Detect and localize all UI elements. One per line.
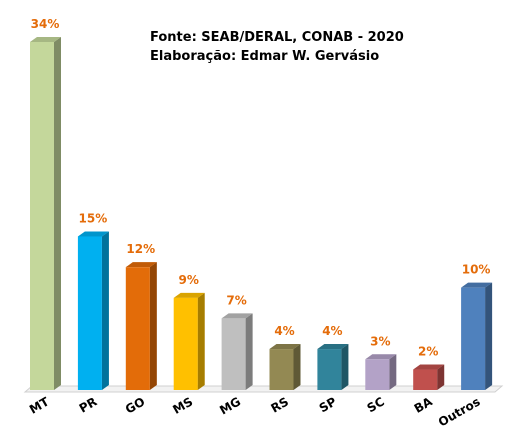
bar [461,287,486,390]
bar-top [461,282,493,288]
bar-top-shade [317,344,349,350]
bar-side [149,262,157,390]
bar-top [173,292,205,298]
bar-side-shade [437,364,445,390]
bar-side-shade [341,344,349,390]
data-label: 7% [226,293,246,307]
x-tick-label: Outros [436,394,483,429]
bar-top-shade [461,282,493,288]
data-label: 4% [274,324,294,338]
bar-side [54,37,61,390]
bar-top [77,231,109,237]
x-tick-label: BA [412,394,436,416]
bar-side-shade [101,231,109,390]
data-label: 12% [126,242,155,256]
bar-top-shade [173,292,205,298]
data-label: 34% [31,17,60,31]
x-tick-label: SP [317,394,339,415]
bar-top-shade [269,344,301,350]
data-label: 2% [418,345,438,359]
bar-top-shade [125,262,157,268]
data-label: 4% [322,324,342,338]
bar-side-shade [293,344,301,390]
bar-side [197,292,205,390]
bar [317,349,342,390]
annotation: Fonte: SEAB/DERAL, CONAB - 2020 [150,30,404,45]
bar-top [30,37,61,42]
x-tick-label: MS [170,394,195,416]
bar-top [413,364,445,370]
x-tick-label: MT [27,394,52,417]
bar-top [221,313,253,319]
bar-top [365,354,397,360]
bar-side [101,231,109,390]
bar-top-shade [365,354,397,360]
data-label: 9% [179,273,199,287]
bar-side [437,364,445,390]
bar [413,369,438,390]
data-label: 15% [79,211,108,225]
bar-side-shade [197,292,205,390]
bar-side-shade [245,313,253,390]
bar-top-shade [221,313,253,319]
bar [30,42,54,390]
data-label: 3% [370,334,390,348]
bar [221,318,246,390]
bar-side [293,344,301,390]
data-label: 10% [462,263,491,277]
bar [77,236,102,390]
bar [125,267,150,390]
x-tick-label: MG [217,394,243,417]
bar-top-shade [30,37,61,42]
bar-side [389,354,397,390]
bar-side-shade [54,37,61,390]
bar-side [485,282,493,390]
bar-top [269,344,301,350]
bar-side-shade [389,354,397,390]
bar-side-shade [485,282,493,390]
bar-side [341,344,349,390]
bar-top-shade [413,364,445,370]
bar [173,297,198,390]
x-tick-label: PR [77,394,100,415]
bar-side [245,313,253,390]
bar [365,359,390,390]
bar-top-shade [77,231,109,237]
bar-top [317,344,349,350]
bar-top [125,262,157,268]
bar-side-shade [149,262,157,390]
annotation: Elaboração: Edmar W. Gervásio [150,49,379,64]
x-tick-label: RS [269,394,291,415]
x-tick-label: GO [123,394,147,416]
bar [269,349,294,390]
x-tick-label: SC [365,394,387,415]
